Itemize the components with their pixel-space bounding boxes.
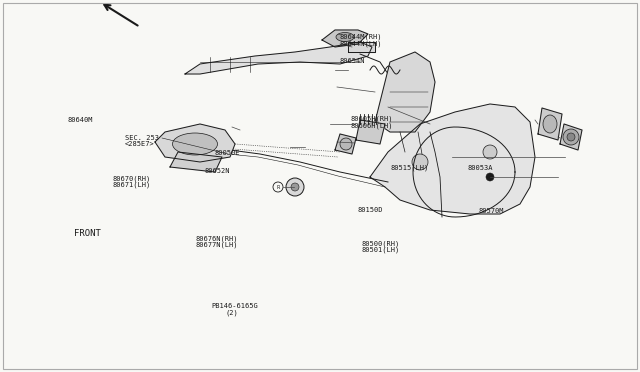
Circle shape	[412, 154, 428, 170]
Polygon shape	[322, 30, 368, 47]
Text: R: R	[276, 185, 280, 189]
Circle shape	[340, 138, 352, 150]
Text: FRONT: FRONT	[74, 229, 100, 238]
Polygon shape	[155, 124, 235, 162]
Text: 80150D: 80150D	[357, 207, 383, 213]
Text: PB146-6165G: PB146-6165G	[211, 303, 258, 309]
Circle shape	[563, 129, 579, 145]
Text: 80644M(RH): 80644M(RH)	[339, 34, 381, 41]
Text: 80652N: 80652N	[205, 168, 230, 174]
Polygon shape	[170, 152, 222, 172]
Circle shape	[483, 145, 497, 159]
Circle shape	[291, 183, 299, 191]
Text: 80501(LH): 80501(LH)	[362, 247, 400, 253]
Ellipse shape	[173, 133, 218, 155]
Text: 80053A: 80053A	[467, 165, 493, 171]
Text: <285E7>: <285E7>	[125, 141, 154, 147]
Polygon shape	[375, 52, 435, 132]
Text: 80500(RH): 80500(RH)	[362, 240, 400, 247]
Text: 80605H(RH): 80605H(RH)	[351, 116, 393, 122]
Text: 80050E: 80050E	[214, 150, 240, 155]
Polygon shape	[356, 120, 385, 144]
Polygon shape	[370, 104, 535, 214]
Polygon shape	[538, 108, 562, 140]
Text: (2): (2)	[225, 309, 238, 316]
Polygon shape	[185, 42, 372, 74]
Text: 80671(LH): 80671(LH)	[112, 182, 150, 188]
Polygon shape	[335, 134, 356, 154]
Circle shape	[486, 173, 494, 181]
Text: 80606H(LH): 80606H(LH)	[351, 122, 393, 129]
Text: SEC. 253: SEC. 253	[125, 135, 159, 141]
Text: 80676N(RH): 80676N(RH)	[195, 235, 237, 242]
Text: 80570M: 80570M	[479, 208, 504, 214]
Ellipse shape	[543, 115, 557, 133]
Text: 80640M: 80640M	[67, 117, 93, 123]
Polygon shape	[560, 124, 582, 150]
Text: 80677N(LH): 80677N(LH)	[195, 242, 237, 248]
Text: 80644N(LH): 80644N(LH)	[339, 41, 381, 47]
Text: 80670(RH): 80670(RH)	[112, 175, 150, 182]
Text: 80654N: 80654N	[339, 58, 365, 64]
Ellipse shape	[336, 32, 354, 42]
Text: 80515(LH): 80515(LH)	[390, 165, 429, 171]
Circle shape	[567, 133, 575, 141]
Circle shape	[286, 178, 304, 196]
Polygon shape	[348, 42, 375, 52]
